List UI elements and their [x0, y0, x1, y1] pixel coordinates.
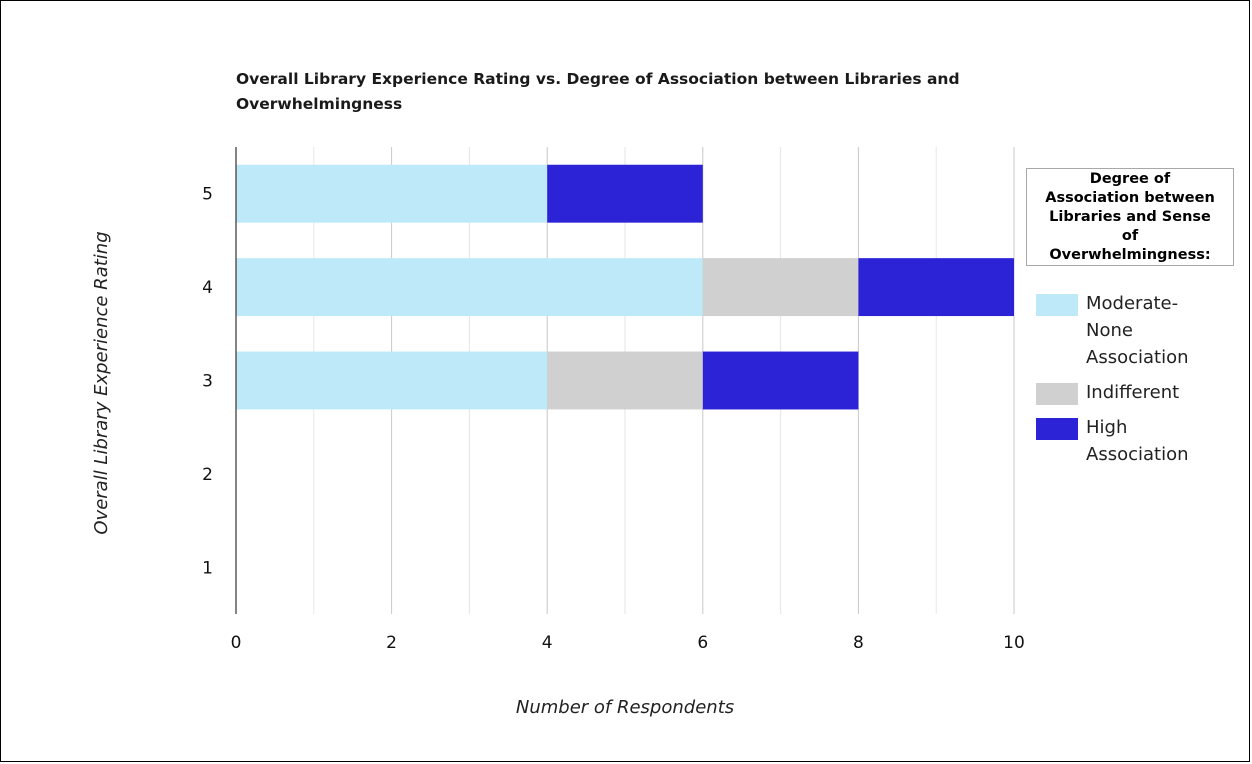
legend-label-2: High Association — [1086, 417, 1189, 465]
chart-title: Overall Library Experience Rating vs. De… — [236, 70, 960, 113]
bar-rating-3-series-1 — [547, 351, 703, 410]
bar-rating-5-series-0 — [236, 164, 548, 223]
legend-swatch-0 — [1036, 294, 1078, 316]
legend-item-1: Indifferent — [1036, 381, 1236, 406]
legend-swatch-1 — [1036, 383, 1078, 405]
x-tick-8: 8 — [853, 633, 864, 653]
legend-title-box: Degree of Association between Libraries … — [1026, 168, 1234, 266]
chart-title-line-1: Overall Library Experience Rating vs. De… — [236, 70, 960, 88]
x-tick-10: 10 — [1003, 633, 1025, 653]
y-tick-4: 4 — [202, 278, 213, 298]
bar-rating-4-series-2 — [858, 258, 1014, 317]
legend-title: Degree of Association between Libraries … — [1045, 170, 1215, 263]
y-axis-label: Overall Library Experience Rating — [91, 231, 112, 534]
legend-swatch-2 — [1036, 418, 1078, 440]
y-tick-2: 2 — [202, 465, 213, 485]
x-tick-2: 2 — [386, 633, 397, 653]
bar-rating-3-series-0 — [236, 351, 548, 410]
bar-rating-4-series-0 — [236, 258, 703, 317]
bar-rating-3-series-2 — [702, 351, 859, 410]
legend-item-0: Moderate- None Association — [1036, 292, 1236, 371]
x-tick-labels: 0 2 4 6 8 10 — [231, 633, 1025, 653]
legend-label-1: Indifferent — [1086, 382, 1180, 403]
chart-title-line-2: Overwhelmingness — [236, 95, 402, 113]
x-axis-label: Number of Respondents — [516, 697, 734, 718]
y-tick-3: 3 — [202, 372, 213, 392]
legend-label-0: Moderate- None Association — [1086, 293, 1189, 368]
bar-rating-4-series-1 — [702, 258, 859, 317]
bars — [236, 164, 1014, 410]
y-tick-5: 5 — [202, 185, 213, 205]
x-tick-4: 4 — [542, 633, 553, 653]
x-tick-0: 0 — [231, 633, 242, 653]
x-tick-6: 6 — [697, 633, 708, 653]
legend: Moderate- None Association Indifferent High A… — [1036, 292, 1236, 478]
y-tick-labels: 5 4 3 2 1 — [202, 185, 213, 579]
legend-item-2: High Association — [1036, 416, 1236, 468]
y-tick-1: 1 — [202, 558, 213, 578]
bar-rating-5-series-2 — [547, 164, 703, 223]
